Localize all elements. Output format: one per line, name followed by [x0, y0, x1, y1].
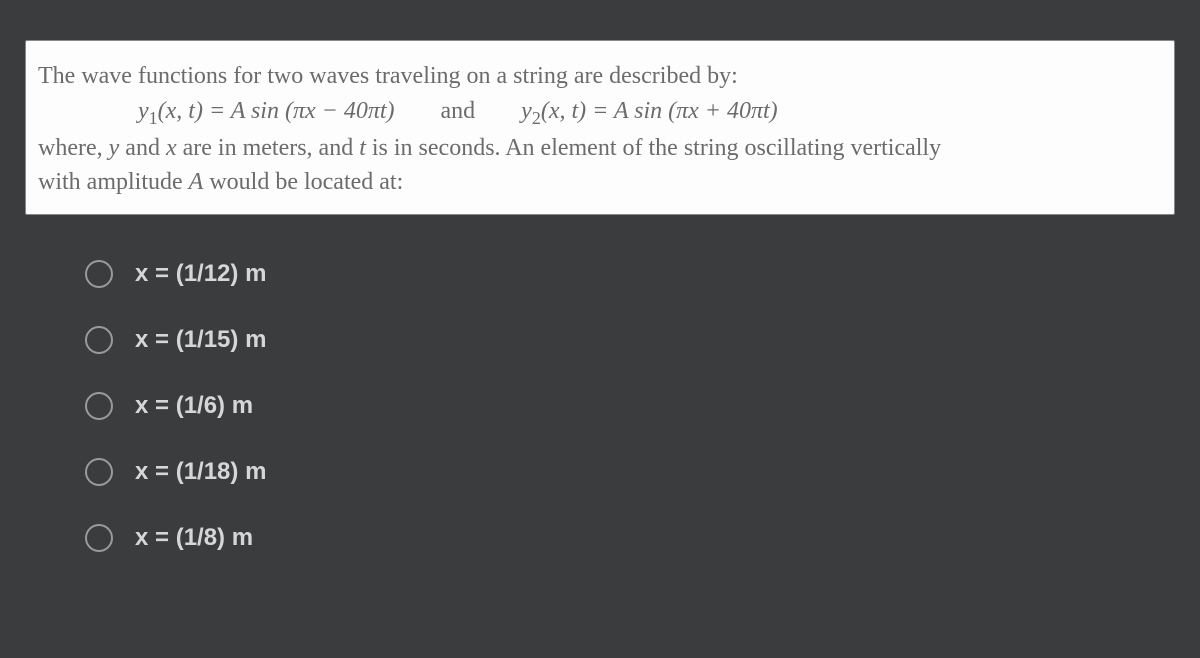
equation-2: y2(x, t) = A sin (πx + 40πt)	[521, 94, 778, 131]
equation-line: y1(x, t) = A sin (πx − 40πt) and y2(x, t…	[38, 94, 1166, 131]
and-separator: and	[441, 94, 476, 129]
radio-icon[interactable]	[85, 392, 113, 420]
option-1[interactable]: x = (1/12) m	[85, 260, 1175, 288]
radio-icon[interactable]	[85, 260, 113, 288]
option-3[interactable]: x = (1/6) m	[85, 392, 1175, 420]
option-label: x = (1/6) m	[135, 392, 253, 420]
option-label: x = (1/18) m	[135, 458, 266, 486]
radio-icon[interactable]	[85, 458, 113, 486]
option-2[interactable]: x = (1/15) m	[85, 326, 1175, 354]
question-line-3: where, y and x are in meters, and t is i…	[38, 131, 1166, 166]
option-label: x = (1/15) m	[135, 326, 266, 354]
equation-1: y1(x, t) = A sin (πx − 40πt)	[138, 94, 395, 131]
question-line-1: The wave functions for two waves traveli…	[38, 59, 1166, 94]
option-label: x = (1/8) m	[135, 524, 253, 552]
option-4[interactable]: x = (1/18) m	[85, 458, 1175, 486]
question-line-4: with amplitude A would be located at:	[38, 165, 1166, 200]
option-label: x = (1/12) m	[135, 260, 266, 288]
options-list: x = (1/12) m x = (1/15) m x = (1/6) m x …	[25, 260, 1175, 552]
radio-icon[interactable]	[85, 326, 113, 354]
question-box: The wave functions for two waves traveli…	[25, 40, 1175, 215]
radio-icon[interactable]	[85, 524, 113, 552]
option-5[interactable]: x = (1/8) m	[85, 524, 1175, 552]
